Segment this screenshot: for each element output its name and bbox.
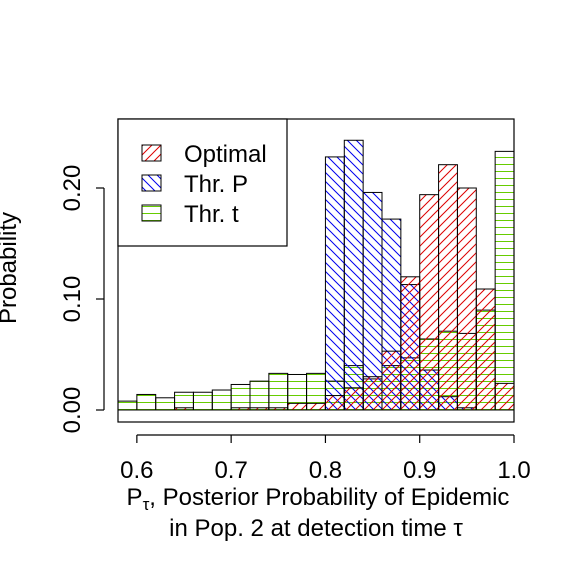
bar-optimal-7 (343, 387, 364, 411)
bar-thr-t-0 (118, 400, 138, 411)
x-tick-label-1: 0.7 (214, 457, 247, 484)
legend-label-thr-t: Thr. t (184, 201, 239, 228)
legend-swatch-thr-t (141, 204, 162, 222)
bar-thr-t-20 (494, 150, 514, 411)
legend-swatch-thr-p (141, 174, 162, 192)
x-axis: 0.6 0.7 0.8 0.9 1.0 (120, 434, 531, 484)
y-axis-label: Probability (0, 212, 22, 324)
y-axis: 0.00 0.10 0.20 (59, 165, 105, 434)
legend-label-thr-p: Thr. P (184, 171, 248, 198)
bar-optimal-11 (419, 194, 440, 411)
x-tick-label-2: 0.8 (309, 457, 342, 484)
x-axis-label-line2: in Pop. 2 at detection time τ (169, 515, 463, 542)
bar-optimal-0 (174, 407, 194, 411)
plot-frame (117, 118, 515, 423)
bar-thr-p-0 (324, 156, 345, 411)
legend: Optimal Thr. P Thr. t (117, 118, 288, 247)
x-axis-label-main: P (127, 484, 143, 511)
bar-optimal-9 (381, 350, 402, 411)
bar-optimal-10 (400, 276, 421, 411)
bar-optimal-14 (475, 288, 496, 411)
bar-optimal-12 (438, 164, 458, 411)
x-tick-label-3: 0.9 (403, 457, 436, 484)
bar-optimal-2 (249, 407, 270, 411)
bar-thr-t-7 (249, 380, 270, 411)
bar-optimal-5 (306, 402, 326, 411)
bar-optimal-13 (456, 187, 477, 411)
bar-thr-p-1 (343, 139, 364, 411)
y-tick-label-1: 0.10 (59, 276, 86, 323)
bar-optimal-4 (287, 402, 308, 411)
bar-optimal-8 (362, 376, 383, 411)
bar-optimal-15 (494, 382, 514, 411)
x-tick-label-0: 0.6 (120, 457, 153, 484)
bar-thr-t-4 (192, 391, 213, 411)
bar-thr-t-5 (211, 389, 232, 411)
bar-optimal-6 (324, 395, 345, 411)
bar-thr-t-1 (136, 393, 157, 411)
x-axis-label-subscript: τ (143, 495, 150, 514)
x-axis-label-rest: , Posterior Probability of Epidemic (149, 484, 509, 511)
bar-thr-t-6 (230, 383, 251, 411)
bar-thr-t-8 (268, 372, 289, 411)
y-tick-label-2: 0.20 (59, 165, 86, 212)
bars-layer (118, 139, 514, 411)
x-tick-label-4: 1.0 (497, 457, 530, 484)
y-tick-label-0: 0.00 (59, 387, 86, 434)
bar-thr-t-2 (155, 397, 176, 411)
x-axis-label-line1: Pτ, Posterior Probability of Epidemic (127, 484, 510, 514)
legend-box (117, 118, 288, 247)
legend-label-optimal: Optimal (184, 141, 267, 168)
legend-swatch-optimal (141, 144, 162, 162)
bar-optimal-1 (230, 407, 251, 411)
bar-optimal-3 (268, 407, 289, 411)
